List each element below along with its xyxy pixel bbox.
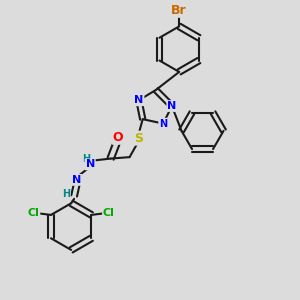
Text: H: H — [62, 190, 70, 200]
Text: H: H — [82, 154, 90, 164]
Text: Br: Br — [171, 4, 187, 17]
Text: Cl: Cl — [28, 208, 39, 218]
Text: N: N — [159, 118, 167, 129]
Text: N: N — [85, 159, 95, 170]
Text: S: S — [134, 132, 143, 145]
Text: O: O — [112, 131, 123, 144]
Text: Cl: Cl — [103, 208, 115, 218]
Text: N: N — [134, 95, 143, 105]
Text: N: N — [167, 101, 176, 111]
Text: N: N — [72, 175, 82, 185]
